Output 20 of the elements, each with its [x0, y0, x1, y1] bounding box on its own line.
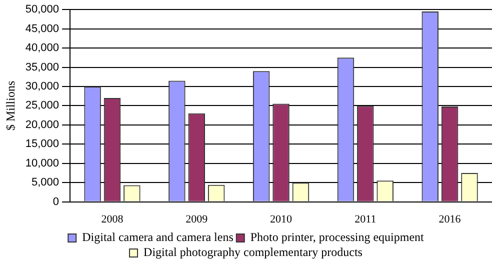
- y-tick-label: 50,000: [25, 4, 60, 16]
- x-tick-label: 2010: [270, 213, 293, 226]
- legend-label: Digital camera and camera lens: [82, 230, 234, 244]
- y-tick-label: 20,000: [25, 118, 60, 131]
- y-tick-label: 30,000: [25, 80, 60, 93]
- y-tick-label: 15,000: [25, 138, 60, 150]
- y-tick-label: 40,000: [25, 42, 60, 54]
- x-tick-label: 2008: [101, 213, 124, 226]
- legend-label: Photo printer, processing equipment: [250, 230, 425, 244]
- x-tick-label: 2016: [438, 213, 462, 226]
- y-tick-label: 10,000: [25, 157, 60, 170]
- y-axis-title: $ Millions: [3, 80, 18, 131]
- y-tick-label: 25,000: [25, 100, 60, 112]
- y-tick-label: 35,000: [25, 61, 60, 74]
- legend-label: Digital photography complementary products: [144, 245, 363, 260]
- y-tick-label: 0: [52, 196, 60, 208]
- y-tick-label: 45,000: [25, 22, 60, 35]
- x-tick-label: 2011: [354, 213, 376, 226]
- x-tick-label: 2009: [186, 213, 208, 226]
- y-tick-label: 5,000: [32, 176, 60, 189]
